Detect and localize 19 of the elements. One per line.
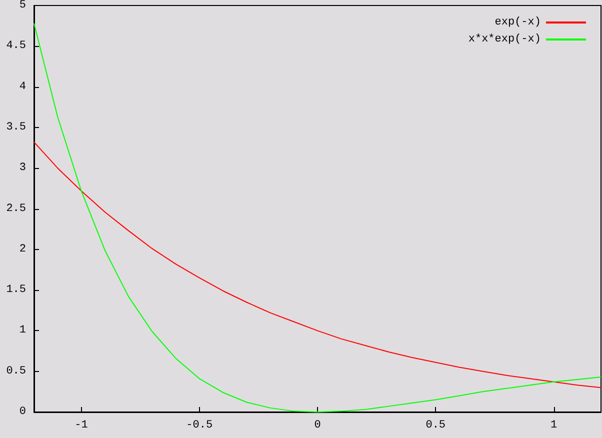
legend-label: x*x*exp(-x) bbox=[468, 34, 541, 46]
legend-label: exp(-x) bbox=[494, 16, 541, 28]
y-tick-label: 1 bbox=[19, 324, 26, 337]
y-tick-label: 5 bbox=[19, 0, 26, 12]
x-tick-label: 0 bbox=[314, 420, 321, 432]
y-tick-label: 4 bbox=[19, 80, 26, 93]
y-tick-label: 4.5 bbox=[6, 40, 26, 52]
y-tick-label: 0.5 bbox=[6, 365, 26, 378]
line-series bbox=[34, 142, 602, 388]
y-tick-label: 3 bbox=[19, 162, 26, 174]
y-tick-label: 0 bbox=[19, 406, 26, 418]
x-tick-label: -0.5 bbox=[186, 420, 213, 432]
x-tick-label: 1 bbox=[550, 420, 558, 432]
y-tick-label: 1.5 bbox=[6, 284, 26, 296]
x-tick-label: 0.5 bbox=[426, 420, 446, 432]
y-tick-label: 2.5 bbox=[6, 202, 26, 215]
y-tick-label: 2 bbox=[19, 243, 26, 256]
y-tick-label: 3.5 bbox=[6, 121, 26, 134]
x-tick-label: -1 bbox=[74, 420, 88, 432]
